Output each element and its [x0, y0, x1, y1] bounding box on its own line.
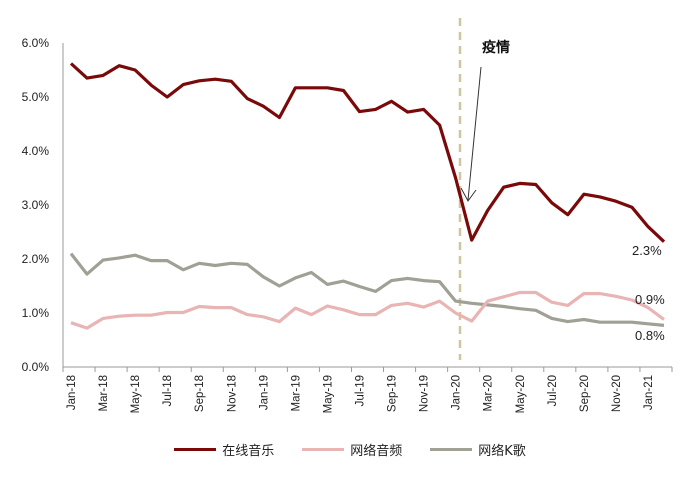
x-tick-label: Jan-20 [451, 375, 463, 410]
series-lines [69, 62, 666, 330]
legend-swatch-karaoke [430, 448, 473, 451]
y-axis: 0.0% 1.0% 2.0% 3.0% 4.0% 5.0% 6.0% [22, 36, 64, 374]
x-tick-label: Jan-21 [643, 375, 655, 410]
x-tick-label: Mar-20 [483, 375, 495, 411]
end-label-karaoke: 0.8% [635, 328, 665, 343]
legend-swatch-audio [302, 448, 345, 451]
legend-label: 网络音频 [350, 444, 403, 459]
x-tick-label: Mar-18 [98, 375, 110, 411]
x-tick-label: Jul-20 [547, 375, 559, 406]
y-tick-label: 3.0% [22, 198, 50, 212]
chart-legend: 在线音乐 网络音频 网络K歌 [150, 440, 550, 459]
x-tick-label: May-18 [130, 375, 142, 413]
y-tick-label: 4.0% [22, 144, 50, 158]
y-tick-label: 5.0% [22, 90, 50, 104]
series-line [69, 252, 665, 327]
y-tick-label: 0.0% [22, 360, 50, 374]
legend-label: 网络K歌 [478, 444, 526, 459]
x-tick-label: Jan-19 [258, 375, 270, 410]
covid-annotation-label: 疫情 [482, 39, 510, 56]
x-tick-label: Jan-18 [66, 375, 78, 410]
x-tick-label: Nov-20 [611, 375, 623, 412]
legend-item-music: 在线音乐 [174, 440, 274, 459]
end-label-music: 2.3% [632, 243, 662, 258]
y-tick-label: 2.0% [22, 252, 50, 266]
end-label-audio: 0.9% [635, 292, 665, 307]
series-line [70, 290, 665, 330]
y-tick-label: 1.0% [22, 306, 50, 320]
x-tick-label: Jul-18 [162, 375, 174, 406]
x-tick-label: Jul-19 [354, 375, 366, 406]
x-tick-label: Mar-19 [290, 375, 302, 411]
x-tick-label: May-19 [322, 375, 334, 413]
x-tick-label: Sep-19 [387, 375, 399, 412]
x-tick-label: Nov-19 [419, 375, 431, 412]
x-tick-label: May-20 [515, 375, 527, 413]
legend-item-audio: 网络音频 [302, 440, 402, 459]
series-line [69, 62, 666, 243]
y-tick-label: 6.0% [22, 36, 50, 50]
x-axis: Jan-18 Mar-18 May-18 Jul-18 Sep-18 Nov-18 Jan-… [62, 366, 673, 413]
legend-label: 在线音乐 [222, 444, 275, 459]
legend-swatch-music [174, 448, 217, 451]
x-tick-label: Sep-18 [194, 375, 206, 412]
x-tick-label: Sep-20 [579, 375, 591, 412]
legend-item-karaoke: 网络K歌 [430, 440, 526, 459]
annotation-arrow-icon [460, 66, 482, 202]
x-tick-label: Nov-18 [226, 375, 238, 412]
